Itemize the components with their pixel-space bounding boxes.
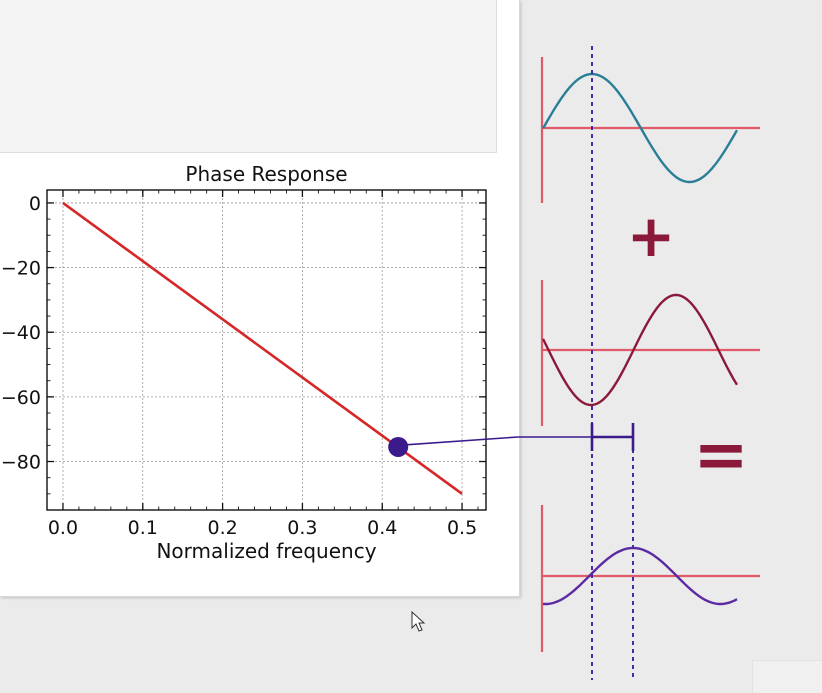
- y-tick-label: −60: [1, 387, 41, 409]
- x-tick-label: 0.0: [48, 517, 78, 539]
- plus-symbol: +: [627, 202, 676, 270]
- wave-bottom: [542, 546, 738, 606]
- wave-middle: [541, 293, 739, 407]
- window-right-strip: [497, 0, 519, 596]
- equals-symbol: =: [693, 416, 748, 493]
- plot-frame: [46, 189, 487, 511]
- wave-top: [541, 72, 739, 184]
- y-tick-label: −40: [1, 322, 41, 344]
- arrow-cursor-icon: [411, 610, 426, 632]
- x-tick-label: 0.5: [447, 517, 477, 539]
- tick-label-layer: 0.0 0.1 0.2 0.3 0.4 0.5 0 −20 −40 −60 −80: [1, 193, 477, 539]
- x-tick-label: 0.4: [367, 517, 397, 539]
- plot-window: [0, 0, 520, 597]
- tick-layer: [46, 190, 486, 510]
- y-tick-label: −80: [1, 452, 41, 474]
- chart-title: Phase Response: [185, 162, 347, 186]
- series-layer: [62, 201, 463, 495]
- corner-panel: [752, 660, 822, 693]
- x-tick-label: 0.1: [128, 517, 158, 539]
- x-tick-label: 0.2: [207, 517, 237, 539]
- x-tick-label: 0.3: [287, 517, 317, 539]
- y-tick-label: 0: [29, 193, 41, 215]
- top-panel: [0, 0, 497, 153]
- y-tick-label: −20: [1, 258, 41, 280]
- x-axis-title: Normalized frequency: [156, 539, 376, 563]
- grid-layer: [47, 190, 486, 510]
- highlight-point: [388, 436, 409, 457]
